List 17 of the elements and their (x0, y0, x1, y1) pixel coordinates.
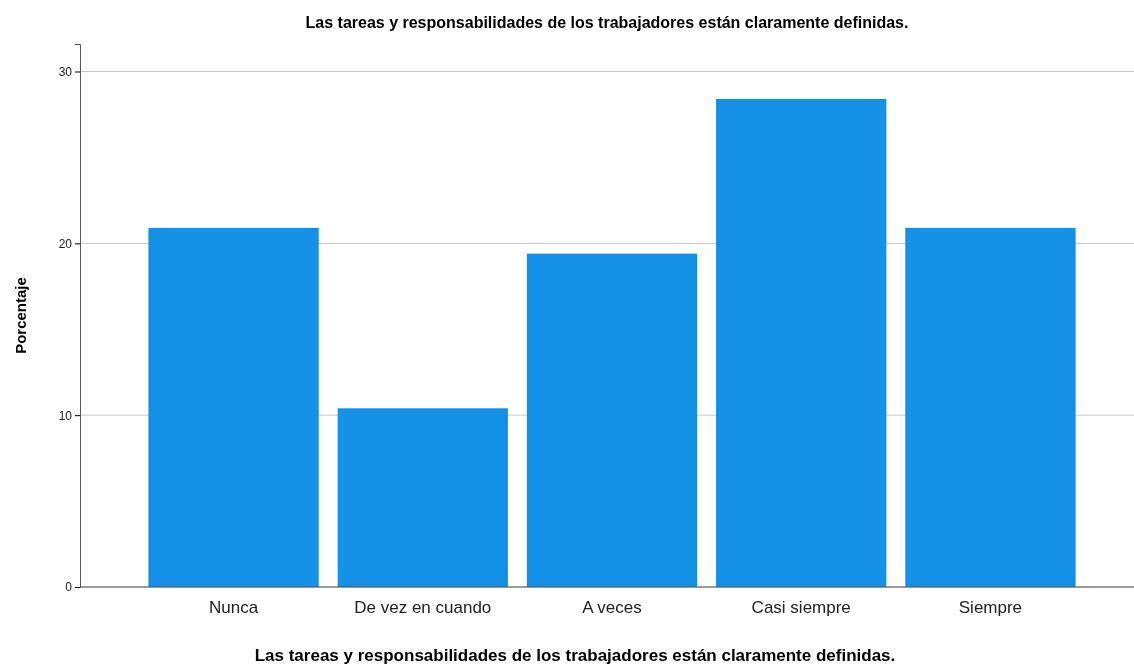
x-tick-label: Siempre (958, 598, 1023, 618)
y-tick-label: 30 (58, 64, 73, 79)
x-axis-title: Las tareas y responsabilidades de los trabajadores están claramente definidas. (254, 646, 896, 665)
y-tick-label: 10 (58, 408, 73, 423)
chart-title: Las tareas y responsabilidades de los trabajadores están claramente definidas. (305, 14, 909, 31)
y-tick-label: 0 (65, 580, 73, 595)
x-tick-label: A veces (582, 598, 642, 618)
x-tick-label: Casi siempre (751, 598, 851, 618)
y-axis-title: Porcentaje (12, 277, 29, 354)
bar (337, 408, 508, 587)
x-tick-label: De vez en cuando (354, 598, 492, 618)
x-tick-label: Nunca (209, 598, 259, 618)
y-tick-label: 20 (58, 236, 73, 251)
bar (905, 227, 1076, 587)
bar (526, 253, 698, 587)
bar (716, 98, 887, 587)
bar (148, 227, 319, 587)
